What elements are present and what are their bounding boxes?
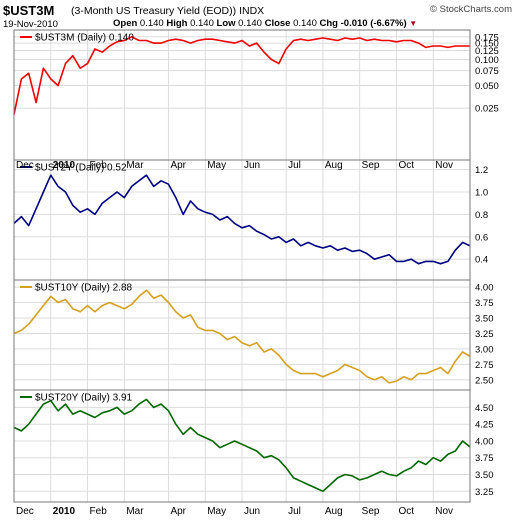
legend-label: $UST3M (Daily) 0.140	[35, 33, 134, 44]
y-tick-label: 2.50	[475, 375, 494, 386]
x-tick-label: Apr	[170, 160, 186, 171]
x-tick-label: Sep	[362, 160, 380, 171]
y-tick-label: 0.050	[475, 81, 499, 92]
legend-label: $UST2Y (Daily) 0.52	[35, 163, 127, 174]
y-tick-label: 3.25	[475, 487, 494, 498]
y-tick-label: 3.75	[475, 298, 494, 309]
y-tick-label: 0.075	[475, 66, 499, 77]
x-tick-label: Dec	[16, 506, 34, 517]
x-tick-label: Feb	[90, 506, 108, 517]
change-label: Chg	[319, 18, 338, 29]
x-tick-label: Apr	[170, 506, 186, 517]
exchange-text: INDX	[239, 5, 265, 17]
x-tick-label: Feb	[90, 160, 108, 171]
y-tick-label: 4.00	[475, 436, 494, 447]
x-tick-label: May	[207, 160, 226, 171]
x-tick-label: May	[207, 506, 226, 517]
legend-label: $UST20Y (Daily) 3.91	[35, 393, 133, 404]
y-tick-label: 3.25	[475, 329, 494, 340]
x-tick-label: Nov	[435, 160, 453, 171]
x-tick-label: Jul	[288, 160, 301, 171]
change-value: -0.010 (-6.67%)	[340, 18, 407, 29]
x-tick-label: Mar	[126, 506, 144, 517]
y-tick-label: 4.25	[475, 420, 494, 431]
series-line	[13, 398, 471, 493]
chart-symbol: $UST3M	[3, 3, 55, 18]
y-tick-label: 0.175	[475, 32, 499, 43]
low-value: 0.140	[238, 18, 262, 29]
y-tick-label: 4.50	[475, 403, 494, 414]
panel-3: 3.25 3.50 3.75 4.00 4.25 4.50 $UST20Y (Daily) …	[13, 389, 494, 503]
x-tick-label: Oct	[398, 160, 414, 171]
open-value: 0.140	[139, 18, 164, 29]
x-tick-label: Sep	[362, 506, 380, 517]
close-value: 0.140	[293, 18, 317, 29]
x-tick-label: Jun	[244, 506, 260, 517]
x-tick-label: 2010	[53, 506, 76, 517]
x-tick-label: Aug	[325, 160, 343, 171]
x-tick-label: 2010	[53, 160, 76, 171]
chart-description: (3-Month US Treasury Yield (EOD)) INDX	[71, 5, 264, 17]
quote-date: 19-Nov-2010	[3, 19, 58, 30]
y-tick-label: 0.6	[475, 232, 488, 243]
panel-1: 0.4 0.6 0.8 1.0 1.2 $UST2Y (Daily) 0.52	[13, 159, 488, 281]
y-tick-label: 3.75	[475, 453, 494, 464]
y-tick-label: 3.00	[475, 344, 494, 355]
x-tick-label: Jul	[288, 506, 301, 517]
y-tick-label: 1.2	[475, 165, 488, 176]
y-tick-label: 0.8	[475, 210, 488, 221]
description-text: (3-Month US Treasury Yield (EOD))	[71, 5, 237, 17]
y-tick-label: 0.025	[475, 104, 499, 115]
open-label: Open	[113, 18, 138, 29]
y-tick-label: 4.00	[475, 283, 494, 294]
close-label: Close	[264, 18, 291, 29]
quote-line: Open 0.140 High 0.140 Low 0.140 Close 0.…	[113, 18, 417, 29]
x-tick-label: Oct	[398, 506, 414, 517]
x-tick-label: Nov	[435, 506, 453, 517]
series-line	[13, 174, 471, 265]
y-tick-label: 0.100	[475, 55, 499, 66]
y-tick-label: 0.125	[475, 46, 499, 57]
y-tick-label: 3.50	[475, 470, 494, 481]
x-tick-label: Jun	[244, 160, 260, 171]
panel-2: 2.50 2.75 3.00 3.25 3.50 3.75 4.00 $UST10Y (Dai…	[13, 279, 494, 391]
y-tick-label: 3.50	[475, 314, 494, 325]
y-tick-label: 2.75	[475, 360, 494, 371]
series-line	[13, 289, 471, 384]
stockcharts-watermark: © StockCharts.com	[430, 4, 512, 15]
y-tick-label: 0.4	[475, 255, 488, 266]
high-value: 0.140	[190, 18, 214, 29]
y-tick-label: 0.150	[475, 39, 499, 50]
x-tick-label: Aug	[325, 506, 343, 517]
x-tick-label: Dec	[16, 160, 34, 171]
down-triangle-icon: ▼	[409, 19, 418, 28]
low-label: Low	[216, 18, 236, 29]
x-tick-label: Mar	[126, 160, 144, 171]
legend-label: $UST10Y (Daily) 2.88	[35, 283, 133, 294]
panel-frame	[13, 389, 471, 503]
series-line	[13, 35, 470, 115]
high-label: High	[166, 18, 188, 29]
y-tick-label: 1.0	[475, 188, 488, 199]
